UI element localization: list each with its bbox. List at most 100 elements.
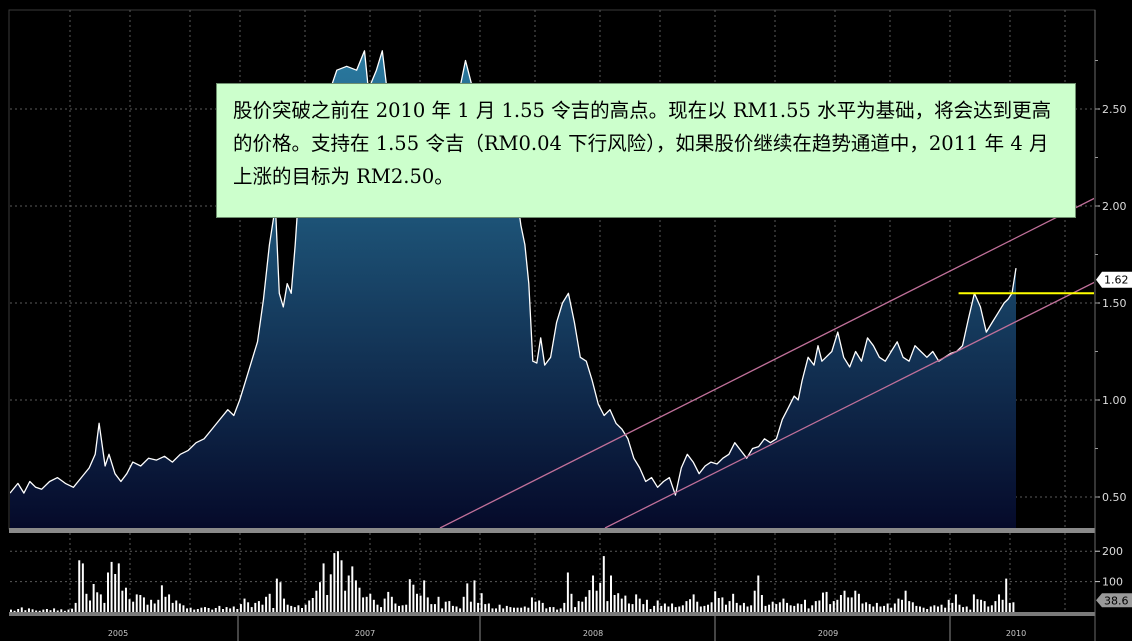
volume-bar bbox=[218, 605, 221, 612]
volume-bar bbox=[890, 607, 893, 612]
volume-bar bbox=[857, 593, 860, 612]
volume-bar bbox=[929, 606, 932, 612]
volume-bar bbox=[800, 604, 803, 612]
volume-bar bbox=[936, 606, 939, 612]
volume-bar bbox=[132, 601, 135, 612]
volume-bar bbox=[207, 608, 210, 612]
volume-bar bbox=[764, 605, 767, 612]
volume-bar bbox=[552, 607, 555, 612]
volume-bar bbox=[527, 607, 530, 612]
volume-bar bbox=[128, 599, 131, 612]
x-tick-label: 2008 bbox=[583, 629, 603, 638]
volume-bar bbox=[322, 563, 325, 612]
volume-bar bbox=[365, 596, 368, 612]
volume-bar bbox=[617, 593, 620, 612]
volume-bar bbox=[387, 591, 390, 612]
volume-bar bbox=[976, 599, 979, 612]
axes: 0.50 1.00 1.50 2.00 2.50 100 200 1.62 38.6 2005 20… bbox=[108, 60, 1132, 641]
volume-bar bbox=[329, 574, 332, 612]
volume-bar bbox=[96, 592, 99, 612]
volume-bar bbox=[631, 604, 634, 612]
volume-bar bbox=[663, 603, 666, 612]
volume-bar bbox=[821, 592, 824, 612]
x-tick-label: 2007 bbox=[355, 629, 375, 638]
volume-bar bbox=[318, 582, 321, 612]
volume-bar bbox=[229, 608, 232, 612]
volume-bar bbox=[865, 602, 868, 612]
volume-bar bbox=[214, 608, 217, 612]
volume-bar bbox=[732, 593, 735, 612]
last-price-tag bbox=[1096, 271, 1132, 288]
volume-bar bbox=[304, 604, 307, 612]
volume-bar bbox=[405, 604, 408, 612]
volume-bar bbox=[685, 601, 688, 612]
volume-bar bbox=[153, 603, 156, 612]
volume-bar bbox=[164, 596, 167, 612]
volume-bar bbox=[624, 595, 627, 612]
volume-bar bbox=[786, 602, 789, 612]
volume-bar bbox=[1001, 599, 1004, 612]
volume-bar bbox=[843, 590, 846, 612]
volume-bar bbox=[893, 603, 896, 612]
volume-bar bbox=[782, 598, 785, 612]
volume-bar bbox=[559, 608, 562, 612]
volume-bar bbox=[836, 599, 839, 612]
volume-bar bbox=[390, 596, 393, 612]
volume-bar bbox=[121, 590, 124, 612]
volume-bar bbox=[117, 563, 120, 612]
volume-bar bbox=[171, 602, 174, 612]
price-line bbox=[10, 50, 1017, 496]
volume-bar bbox=[581, 601, 584, 612]
volume-bar bbox=[954, 594, 957, 612]
volume-bar bbox=[135, 594, 138, 612]
volume-bar bbox=[516, 607, 519, 612]
volume-bar bbox=[193, 609, 196, 612]
volume-bar bbox=[437, 596, 440, 612]
volume-bar bbox=[78, 560, 81, 612]
volume-bar bbox=[455, 606, 458, 612]
trend-lines bbox=[439, 197, 1094, 528]
volume-bar bbox=[462, 596, 465, 612]
vol-tick-label: 100 bbox=[1102, 576, 1123, 589]
volume-bar bbox=[980, 599, 983, 612]
volume-bar bbox=[610, 575, 612, 612]
volume-bar bbox=[196, 609, 199, 612]
volume-bar bbox=[735, 602, 738, 612]
volume-bar bbox=[829, 604, 832, 612]
volume-bar bbox=[757, 575, 760, 612]
volume-bar bbox=[142, 597, 145, 612]
volume-bar bbox=[74, 602, 77, 612]
volume-bar bbox=[1005, 578, 1008, 612]
volume-bar bbox=[107, 572, 109, 612]
volume-bar bbox=[20, 607, 23, 612]
volume-bar bbox=[753, 590, 756, 612]
volume-bar bbox=[45, 609, 48, 612]
volume-bar bbox=[807, 608, 810, 612]
volume-bar bbox=[71, 608, 74, 612]
volume-bar bbox=[739, 605, 742, 612]
volume-bar bbox=[200, 607, 203, 612]
volume-bar bbox=[297, 605, 300, 612]
volume-bar bbox=[965, 606, 968, 612]
trend-channel-upper bbox=[439, 197, 1094, 528]
y-tick-label: 2.50 bbox=[1102, 103, 1127, 116]
price-series bbox=[10, 50, 1017, 528]
volume-bar bbox=[315, 590, 318, 612]
volume-bar bbox=[444, 601, 447, 612]
volume-bar bbox=[67, 609, 70, 612]
volume-bar bbox=[415, 593, 418, 612]
volume-bar bbox=[509, 607, 512, 612]
volume-bar bbox=[879, 606, 882, 612]
volume-bar bbox=[441, 608, 444, 612]
volume-bar bbox=[998, 594, 1001, 612]
volume-bar bbox=[638, 598, 641, 612]
volume-bar bbox=[257, 601, 260, 612]
volume-bar bbox=[918, 606, 921, 612]
volume-bar bbox=[933, 605, 936, 612]
volume-bar bbox=[351, 566, 354, 612]
volume-bar bbox=[236, 609, 239, 612]
y-tick-label: 0.50 bbox=[1102, 491, 1127, 504]
volume-bar bbox=[796, 603, 799, 612]
volume-bar bbox=[275, 578, 278, 612]
volume-bar bbox=[760, 595, 763, 612]
